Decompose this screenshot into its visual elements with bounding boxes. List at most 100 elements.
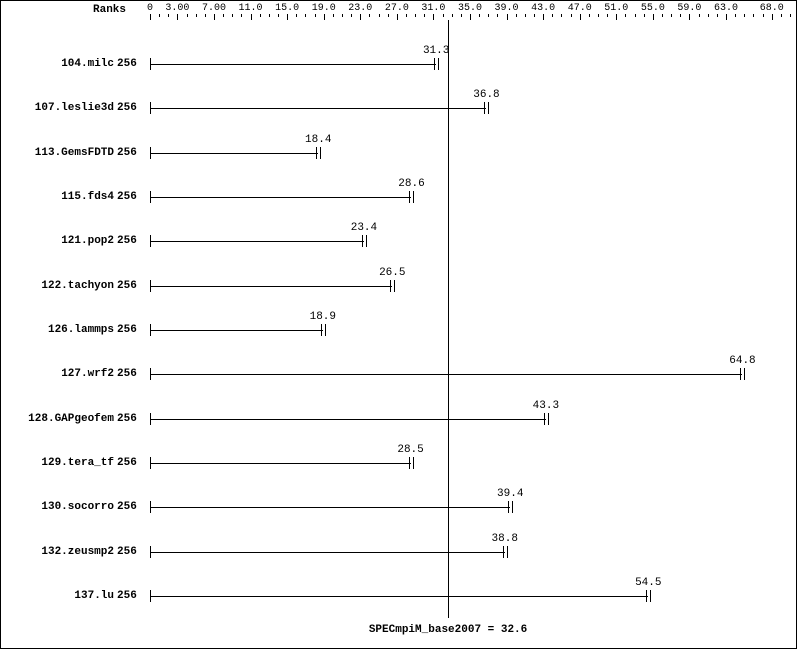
benchmark-bar (150, 552, 505, 553)
x-axis-tick-label: 35.0 (458, 3, 482, 14)
benchmark-whisker-end-a (316, 147, 317, 159)
x-axis-tick-major (287, 14, 288, 20)
benchmark-ranks: 256 (117, 590, 137, 602)
x-axis-tick-label: 15.0 (275, 3, 299, 14)
benchmark-value-label: 26.5 (379, 267, 405, 279)
x-axis-tick-minor (260, 14, 261, 17)
benchmark-whisker-end-b (320, 147, 321, 159)
benchmark-whisker-start (150, 413, 151, 425)
x-axis-tick-label: 3.00 (165, 3, 189, 14)
benchmark-bar (150, 197, 411, 198)
benchmark-bar (150, 286, 392, 287)
x-axis-tick-major (653, 14, 654, 20)
benchmark-value-label: 38.8 (492, 533, 518, 545)
ranks-header: Ranks (93, 4, 126, 16)
x-axis-tick-minor (415, 14, 416, 17)
x-axis-tick-minor (296, 14, 297, 17)
benchmark-bar (150, 419, 546, 420)
benchmark-whisker-end-b (325, 324, 326, 336)
benchmark-value-label: 64.8 (729, 355, 755, 367)
benchmark-whisker-start (150, 58, 151, 70)
x-axis-tick-major (470, 14, 471, 20)
x-axis-tick-minor (241, 14, 242, 17)
x-axis-tick-minor (753, 14, 754, 17)
benchmark-ranks: 256 (117, 235, 137, 247)
x-axis-tick-minor (168, 14, 169, 17)
x-axis-tick-minor (644, 14, 645, 17)
x-axis-tick-minor (278, 14, 279, 17)
x-axis-tick-label: 59.0 (677, 3, 701, 14)
benchmark-bar (150, 108, 486, 109)
benchmark-ranks: 256 (117, 413, 137, 425)
x-axis-tick-minor (205, 14, 206, 17)
benchmark-value-label: 43.3 (533, 400, 559, 412)
x-axis-tick-minor (781, 14, 782, 17)
x-axis-tick-major (177, 14, 178, 20)
benchmark-ranks: 256 (117, 102, 137, 114)
x-axis-tick-minor (699, 14, 700, 17)
x-axis-tick-minor (315, 14, 316, 17)
x-axis-tick-major (251, 14, 252, 20)
benchmark-bar (150, 596, 648, 597)
benchmark-value-label: 36.8 (473, 89, 499, 101)
x-axis-tick-minor (497, 14, 498, 17)
x-axis-tick-label: 27.0 (385, 3, 409, 14)
x-axis-tick-minor (443, 14, 444, 17)
benchmark-whisker-end-b (512, 501, 513, 513)
benchmark-whisker-end-b (744, 368, 745, 380)
x-axis-tick-minor (561, 14, 562, 17)
x-axis-tick-major (397, 14, 398, 20)
x-axis-tick-minor (763, 14, 764, 17)
x-axis-tick-major (360, 14, 361, 20)
benchmark-whisker-start (150, 590, 151, 602)
benchmark-whisker-end-b (413, 457, 414, 469)
benchmark-whisker-end-b (507, 546, 508, 558)
benchmark-whisker-end-a (544, 413, 545, 425)
x-axis-tick-label: 23.0 (348, 3, 372, 14)
x-axis-tick-minor (388, 14, 389, 17)
benchmark-bar (150, 330, 323, 331)
benchmark-name: 126.lammps (48, 324, 114, 336)
x-axis-tick-minor (479, 14, 480, 17)
benchmark-value-label: 23.4 (351, 222, 377, 234)
x-axis-tick-label: 55.0 (641, 3, 665, 14)
benchmark-ranks: 256 (117, 191, 137, 203)
benchmark-bar (150, 463, 411, 464)
x-axis-tick-label: 11.0 (239, 3, 263, 14)
x-axis-tick-minor (379, 14, 380, 17)
x-axis-tick-minor (635, 14, 636, 17)
benchmark-whisker-start (150, 368, 151, 380)
x-axis-tick-minor (223, 14, 224, 17)
x-axis-tick-major (433, 14, 434, 20)
x-axis-tick-minor (790, 14, 791, 17)
benchmark-ranks: 256 (117, 280, 137, 292)
benchmark-name: 129.tera_tf (41, 457, 114, 469)
x-axis-tick-minor (516, 14, 517, 17)
x-axis-tick-minor (159, 14, 160, 17)
x-axis-tick-major (580, 14, 581, 20)
benchmark-name: 128.GAPgeofem (28, 413, 114, 425)
benchmark-whisker-end-b (548, 413, 549, 425)
x-axis-tick-label: 31.0 (421, 3, 445, 14)
x-axis-tick-major (324, 14, 325, 20)
benchmark-whisker-end-a (390, 280, 391, 292)
x-axis-tick-minor (708, 14, 709, 17)
benchmark-name: 132.zeusmp2 (41, 546, 114, 558)
x-axis-tick-major (507, 14, 508, 20)
x-axis-tick-minor (534, 14, 535, 17)
x-axis-tick-label: 19.0 (312, 3, 336, 14)
benchmark-value-label: 18.9 (310, 311, 336, 323)
benchmark-whisker-start (150, 501, 151, 513)
benchmark-ranks: 256 (117, 58, 137, 70)
x-axis-tick-major (150, 14, 151, 20)
x-axis-tick-minor (589, 14, 590, 17)
benchmark-bar (150, 507, 510, 508)
benchmark-ranks: 256 (117, 457, 137, 469)
x-axis-tick-label: 51.0 (604, 3, 628, 14)
x-axis-tick-minor (625, 14, 626, 17)
x-axis-tick-minor (607, 14, 608, 17)
benchmark-value-label: 54.5 (635, 577, 661, 589)
x-axis-tick-minor (369, 14, 370, 17)
benchmark-name: 130.socorro (41, 501, 114, 513)
x-axis-tick-label: 63.0 (714, 3, 738, 14)
